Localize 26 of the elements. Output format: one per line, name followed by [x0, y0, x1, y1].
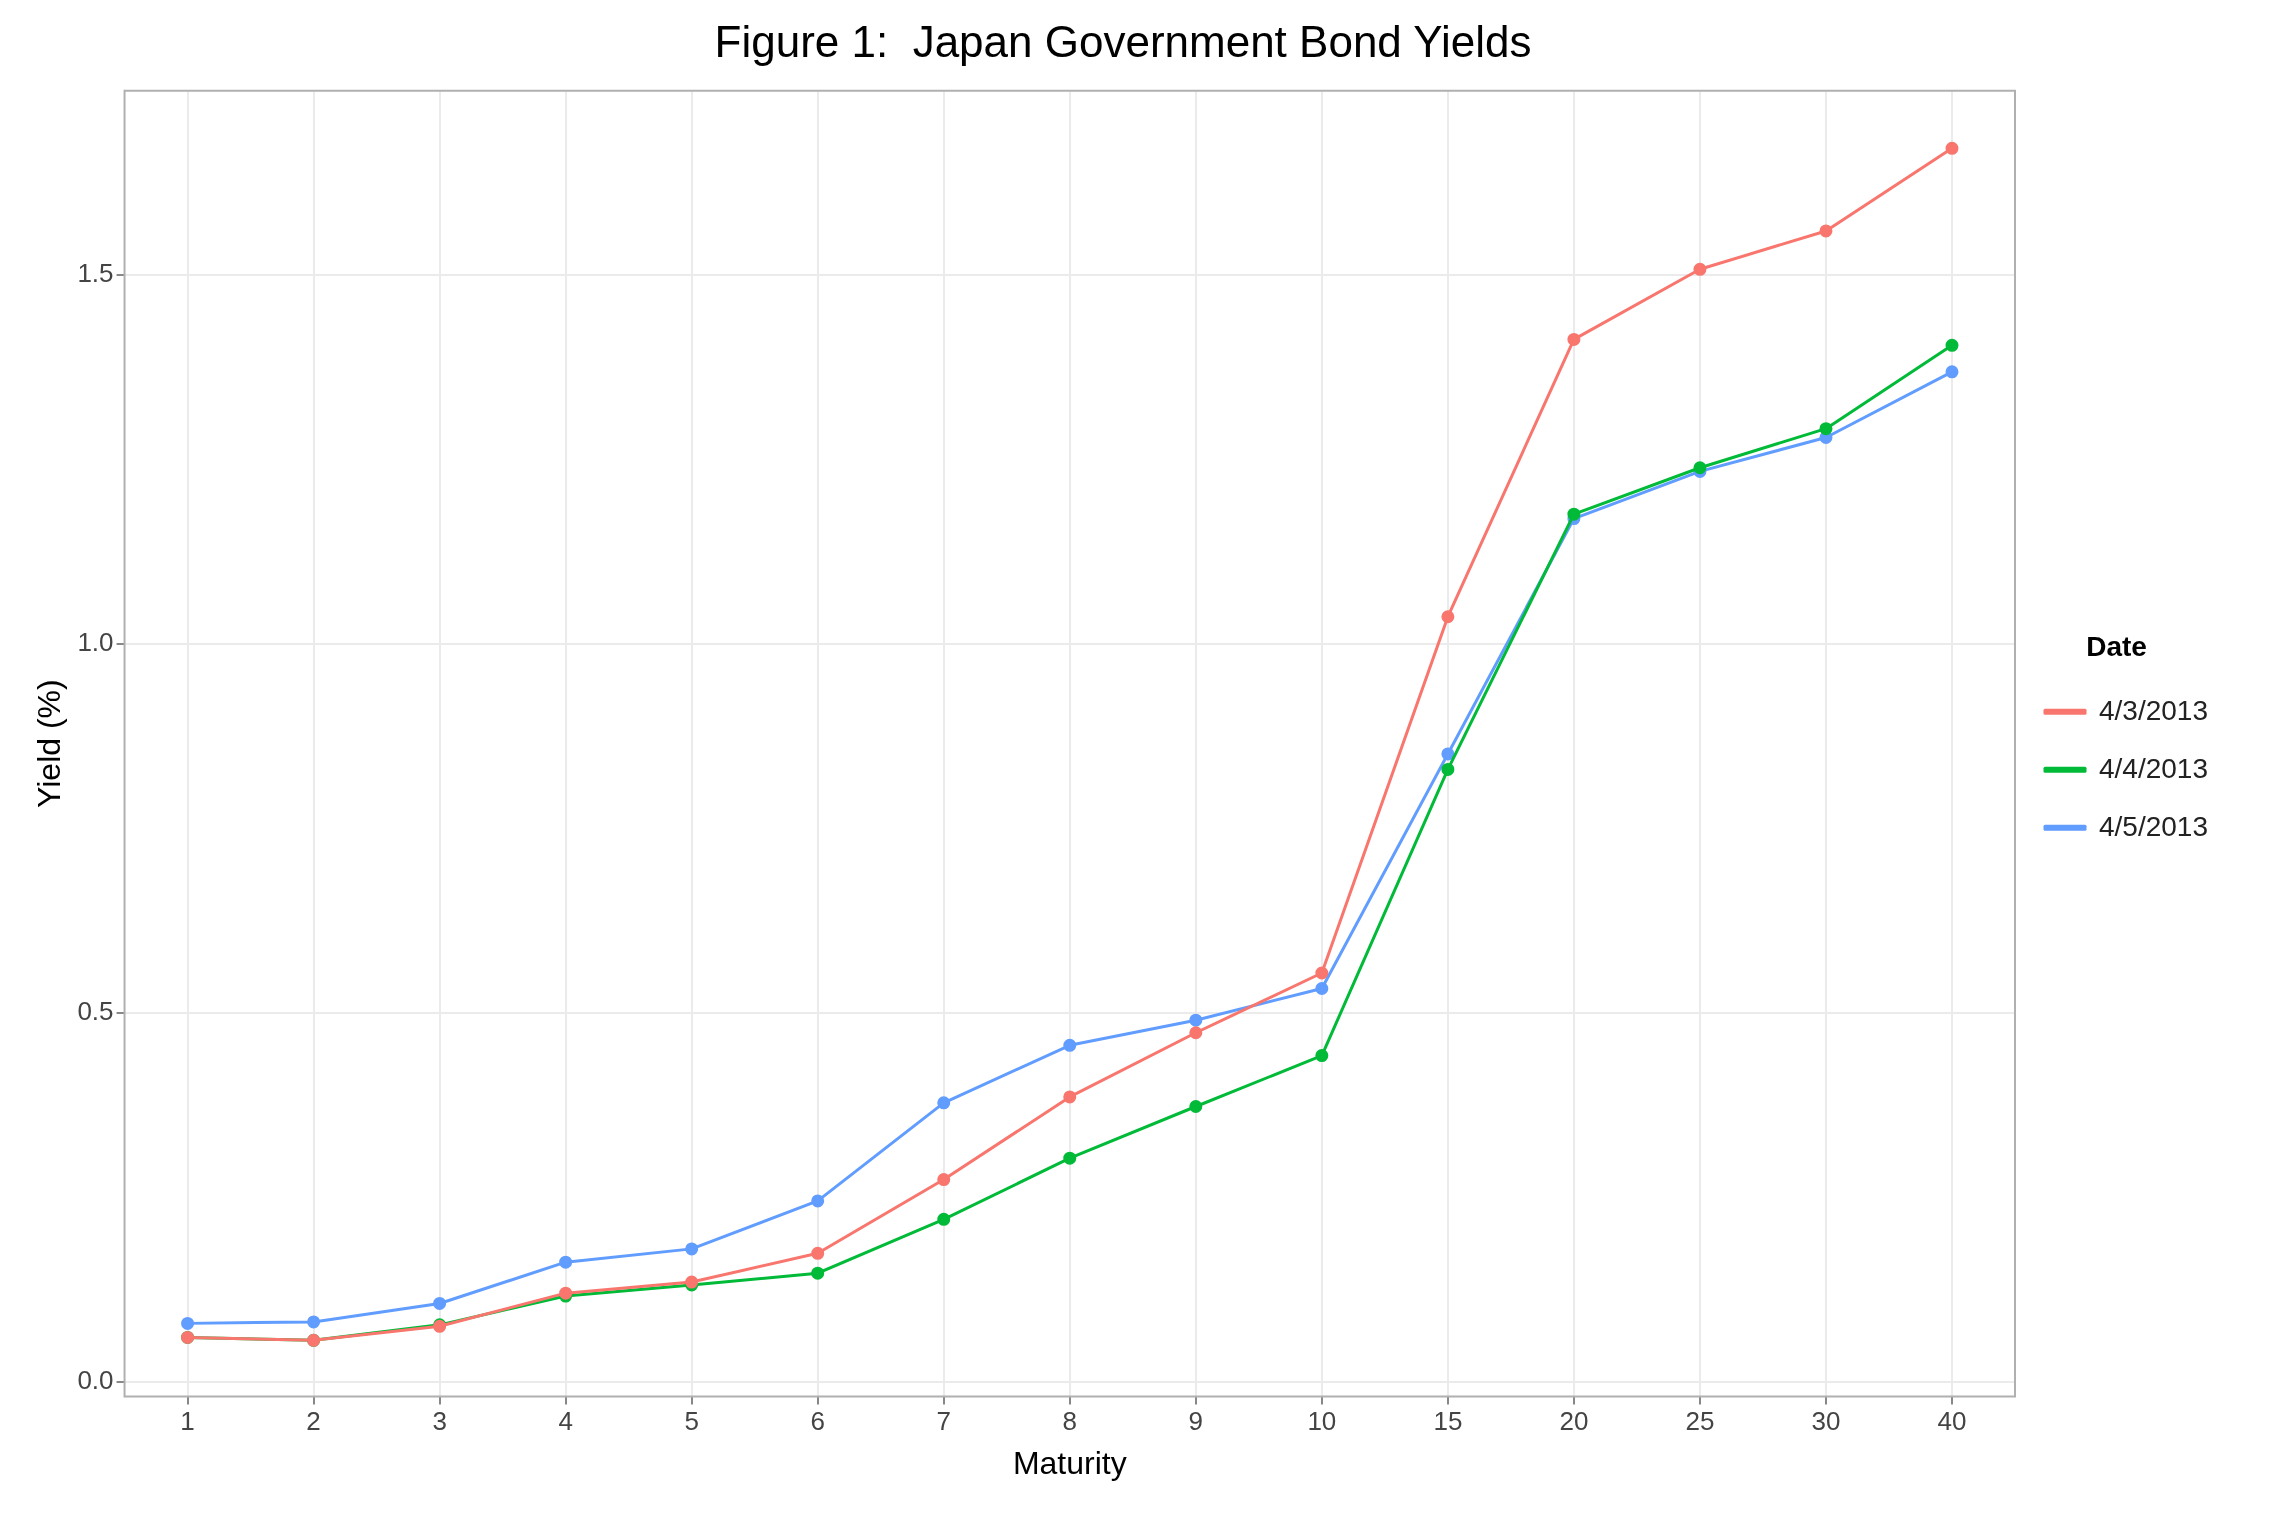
x-tick-label: 25: [1685, 1406, 1715, 1437]
x-tick-label: 4: [558, 1406, 573, 1437]
y-axis-title: Yield (%): [31, 679, 68, 808]
x-tick-label: 7: [936, 1406, 951, 1437]
legend-label: 4/4/2013: [2099, 752, 2209, 784]
x-tick-label: 5: [684, 1406, 699, 1437]
x-tick-label: 10: [1307, 1406, 1337, 1437]
y-tick-label: 1.0: [77, 627, 114, 658]
x-tick-label: 3: [432, 1406, 447, 1437]
legend-title: Date: [2086, 630, 2147, 662]
y-tick-label: 0.0: [77, 1364, 114, 1395]
x-tick-label: 8: [1062, 1406, 1078, 1437]
x-tick-label: 9: [1188, 1406, 1204, 1437]
x-axis-title: Maturity: [1012, 1444, 1127, 1481]
x-tick-label: 6: [810, 1406, 825, 1437]
legend-label: 4/3/2013: [2099, 694, 2209, 726]
chart-title: Figure 1: Japan Government Bond Yields: [714, 16, 1532, 66]
x-tick-label: 20: [1559, 1406, 1589, 1437]
y-tick-label: 0.5: [77, 996, 114, 1027]
x-tick-label: 30: [1811, 1406, 1841, 1437]
x-tick-label: 40: [1937, 1406, 1967, 1437]
x-tick-label: 15: [1433, 1406, 1463, 1437]
x-tick-label: 1: [180, 1406, 195, 1437]
legend-label: 4/5/2013: [2099, 810, 2209, 842]
x-tick-label: 2: [306, 1406, 321, 1437]
y-tick-label: 1.5: [77, 258, 114, 289]
